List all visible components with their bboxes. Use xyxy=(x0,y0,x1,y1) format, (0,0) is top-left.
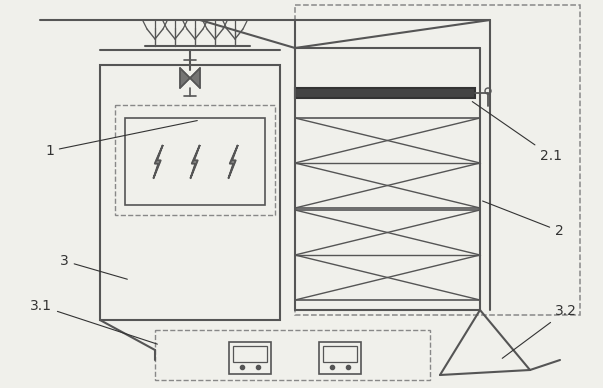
Bar xyxy=(323,346,357,362)
Bar xyxy=(295,88,475,98)
Text: 2: 2 xyxy=(482,201,564,238)
Bar xyxy=(229,342,271,374)
Bar xyxy=(295,5,580,315)
Bar xyxy=(319,342,361,374)
Text: 2.1: 2.1 xyxy=(472,102,562,163)
Polygon shape xyxy=(180,68,190,88)
Bar xyxy=(155,330,430,380)
Bar xyxy=(125,118,265,205)
Polygon shape xyxy=(191,146,200,178)
Bar xyxy=(115,105,275,215)
Polygon shape xyxy=(154,146,162,178)
Text: 3: 3 xyxy=(60,254,127,279)
Polygon shape xyxy=(229,146,238,178)
Polygon shape xyxy=(190,68,200,88)
Text: 3.2: 3.2 xyxy=(502,304,577,359)
Text: 3.1: 3.1 xyxy=(30,299,157,344)
Text: 1: 1 xyxy=(45,121,197,158)
Bar xyxy=(233,346,267,362)
Bar xyxy=(100,65,280,320)
